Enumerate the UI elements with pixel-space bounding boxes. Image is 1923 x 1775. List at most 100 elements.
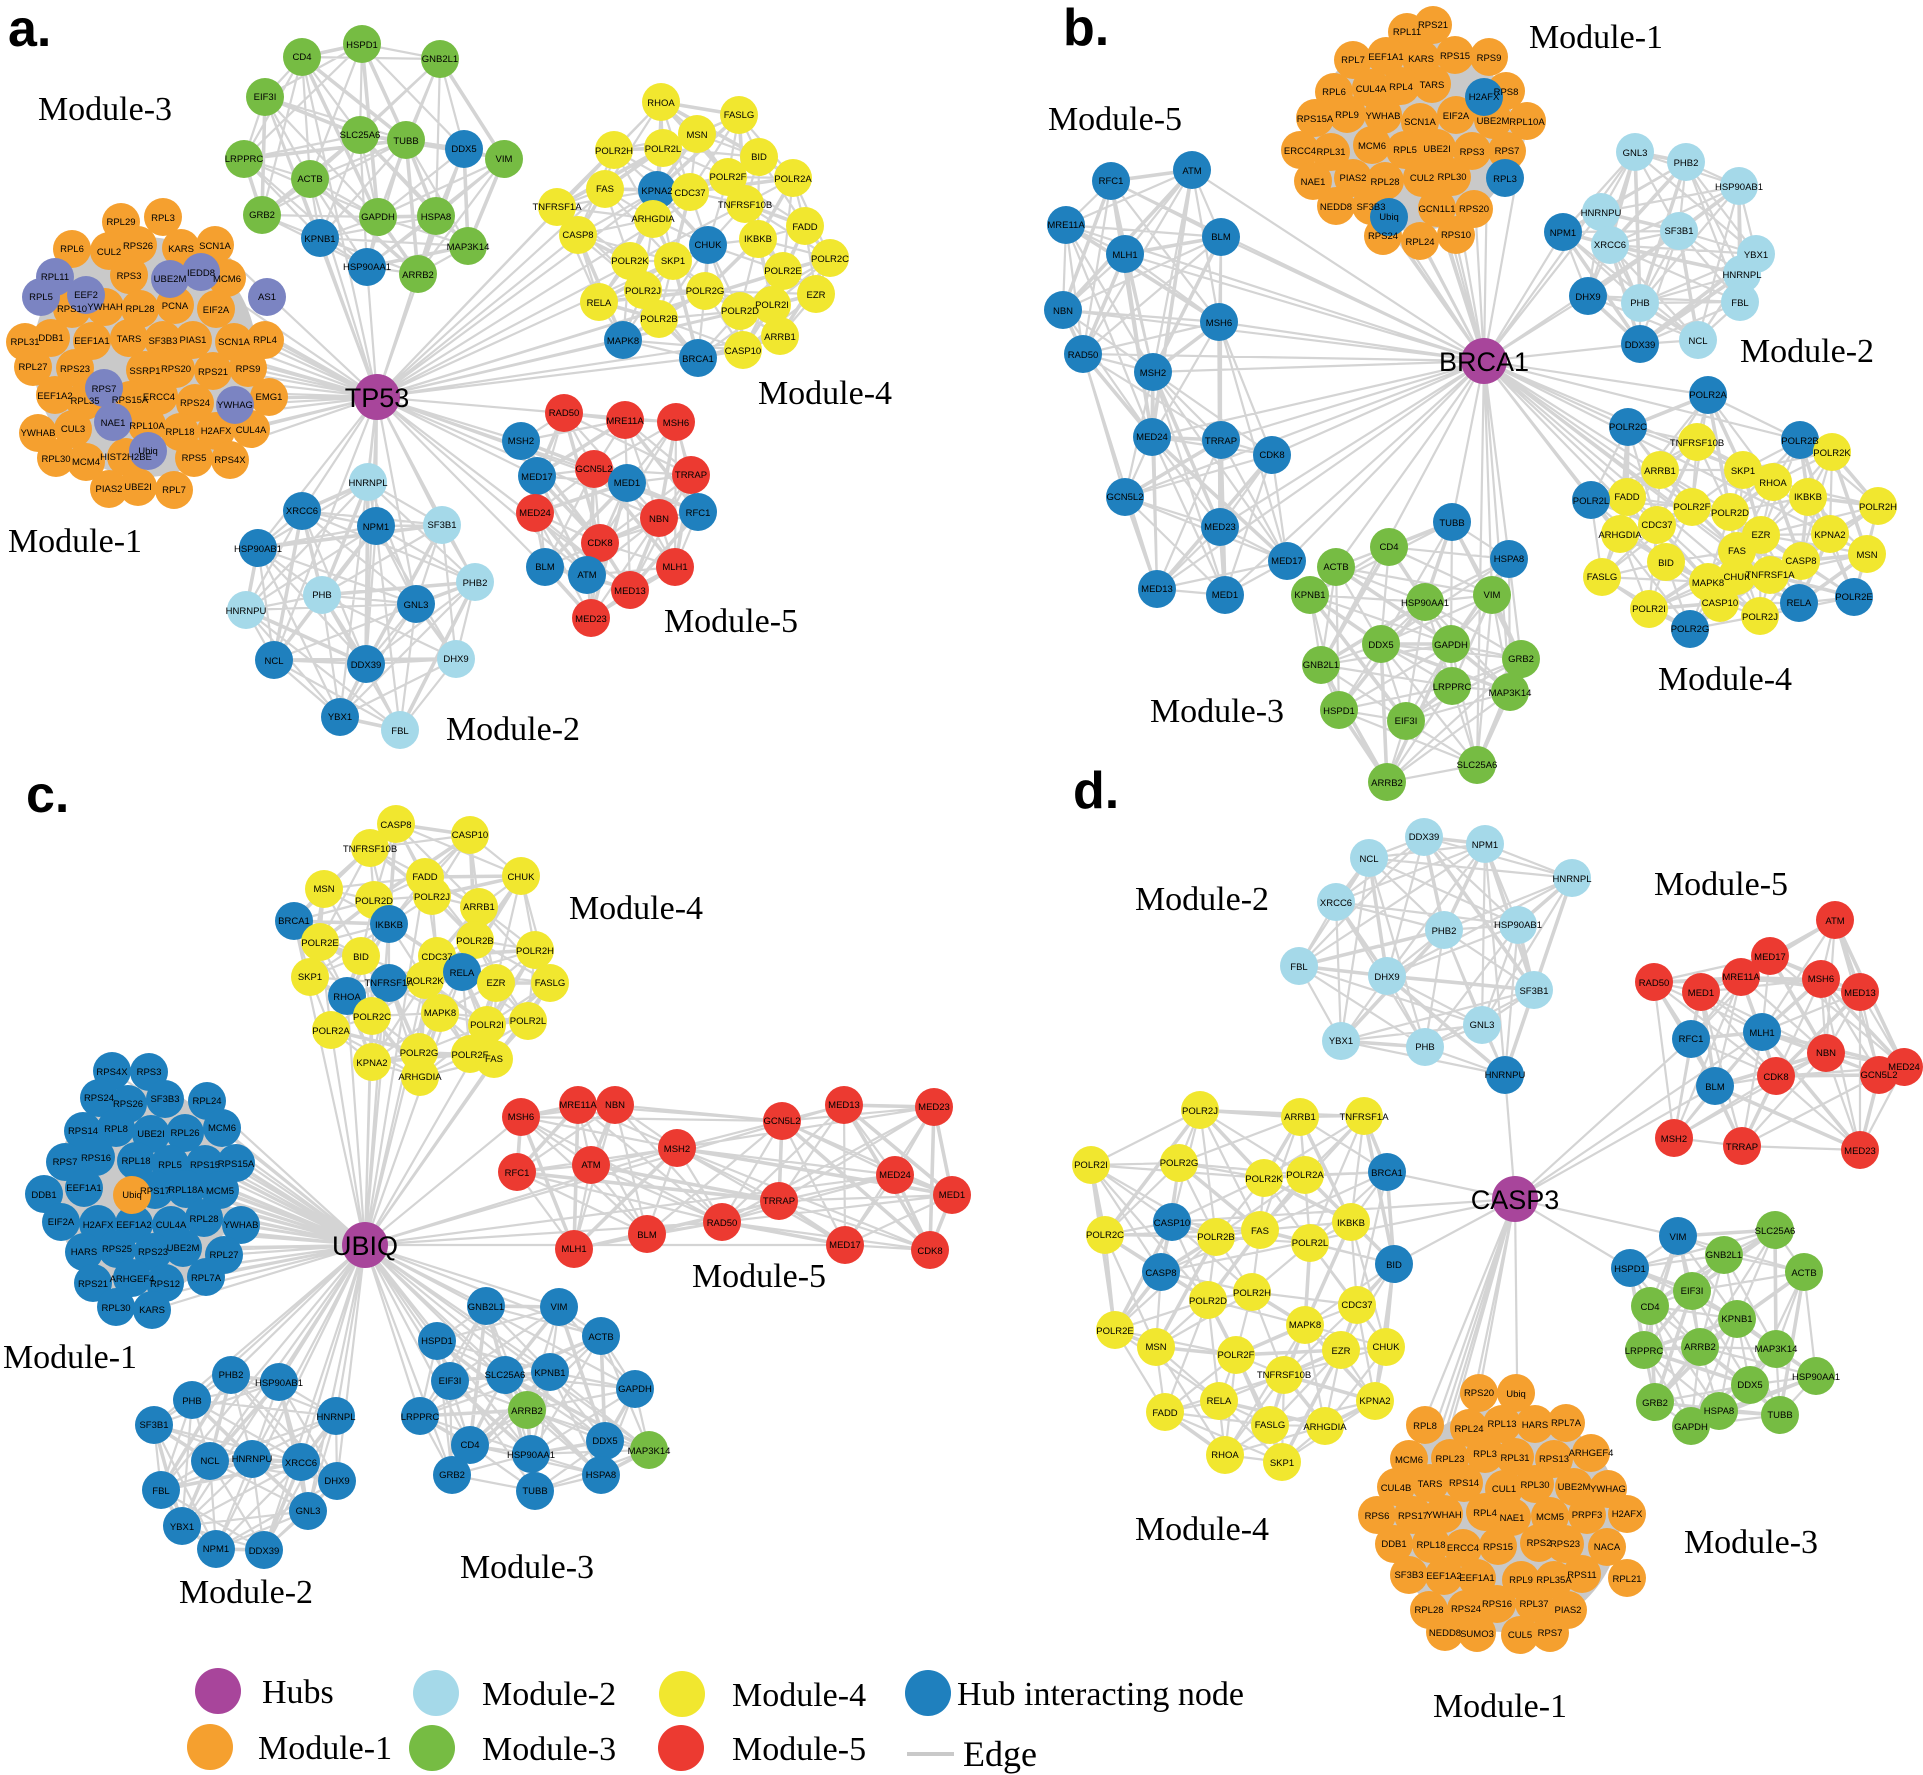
svg-text:UBE2M: UBE2M (154, 274, 187, 285)
svg-text:MED13: MED13 (1844, 988, 1876, 999)
svg-text:LRPPRC: LRPPRC (401, 1412, 440, 1423)
svg-text:ARHGDIA: ARHGDIA (1303, 1422, 1347, 1433)
svg-text:UBE2M: UBE2M (1477, 116, 1510, 127)
svg-text:MAPK8: MAPK8 (1289, 1320, 1321, 1331)
svg-text:KARS: KARS (168, 244, 194, 255)
svg-text:EEF1A2: EEF1A2 (116, 1220, 151, 1231)
svg-text:POLR2A: POLR2A (1286, 1170, 1324, 1181)
svg-text:CDC37: CDC37 (1341, 1300, 1372, 1311)
svg-text:TP53: TP53 (345, 383, 410, 413)
svg-text:MLH1: MLH1 (1749, 1028, 1774, 1039)
svg-text:MCM4: MCM4 (72, 457, 100, 468)
svg-text:Module-1: Module-1 (1529, 19, 1663, 56)
svg-text:RAD50: RAD50 (1639, 978, 1670, 989)
svg-text:FADD: FADD (412, 872, 437, 883)
svg-text:YWHAG: YWHAG (217, 400, 253, 411)
svg-text:MED1: MED1 (1212, 590, 1238, 601)
svg-text:RPL24: RPL24 (1405, 237, 1434, 248)
svg-text:DDX5: DDX5 (1368, 640, 1393, 651)
svg-text:FAS: FAS (1251, 1226, 1269, 1237)
svg-text:CASP10: CASP10 (452, 830, 488, 841)
svg-text:NBN: NBN (1816, 1048, 1836, 1059)
svg-text:RPL37: RPL37 (1519, 1599, 1548, 1610)
svg-text:POLR2H: POLR2H (595, 146, 633, 157)
svg-text:POLR2K: POLR2K (406, 976, 444, 987)
svg-text:TARS: TARS (117, 334, 142, 345)
svg-text:MSH6: MSH6 (663, 418, 689, 429)
svg-text:NACA: NACA (1594, 1542, 1621, 1553)
svg-text:MAP3K14: MAP3K14 (628, 1446, 671, 1457)
svg-text:CUL4A: CUL4A (1356, 84, 1387, 95)
svg-text:TNFRSF1A: TNFRSF1A (1745, 570, 1795, 581)
svg-text:POLR2L: POLR2L (1573, 496, 1609, 507)
svg-text:EIF3I: EIF3I (1681, 1286, 1704, 1297)
svg-text:NPM1: NPM1 (1550, 228, 1576, 239)
svg-text:RPL35A: RPL35A (1536, 1575, 1572, 1586)
svg-text:RPL5: RPL5 (1393, 145, 1417, 156)
svg-text:Module-4: Module-4 (1135, 1511, 1269, 1548)
svg-text:CASP10: CASP10 (1702, 598, 1738, 609)
svg-text:POLR2E: POLR2E (1096, 1326, 1134, 1337)
svg-text:FBL: FBL (1731, 298, 1748, 309)
svg-text:RPS7: RPS7 (1538, 1628, 1563, 1639)
svg-text:RPS4X: RPS4X (214, 455, 246, 466)
svg-text:RPL5: RPL5 (29, 292, 53, 303)
svg-text:SCN1A: SCN1A (218, 337, 250, 348)
svg-text:SLC25A6: SLC25A6 (485, 1370, 526, 1381)
svg-text:YWHAG: YWHAG (1590, 1484, 1626, 1495)
svg-text:RPS3: RPS3 (1460, 147, 1485, 158)
svg-text:CUL1: CUL1 (1492, 1484, 1516, 1495)
svg-text:KARS: KARS (139, 1305, 165, 1316)
svg-text:IKBKB: IKBKB (744, 234, 772, 245)
svg-text:DHX9: DHX9 (1374, 972, 1399, 983)
svg-text:PHB2: PHB2 (1674, 158, 1699, 169)
svg-text:FASLG: FASLG (535, 978, 566, 989)
svg-text:RPL11: RPL11 (1393, 27, 1421, 38)
svg-text:HSP90AA1: HSP90AA1 (1792, 1372, 1840, 1383)
svg-text:YWHAB: YWHAB (21, 428, 56, 439)
svg-text:MSH6: MSH6 (508, 1112, 534, 1123)
svg-text:POLR2E: POLR2E (1835, 592, 1873, 603)
svg-text:FASLG: FASLG (1255, 1420, 1286, 1431)
svg-text:SCN1A: SCN1A (1404, 117, 1436, 128)
svg-text:MED24: MED24 (519, 508, 551, 519)
svg-text:RPS14: RPS14 (1449, 1478, 1479, 1489)
svg-text:HNRNPU: HNRNPU (1485, 1070, 1526, 1081)
svg-text:GCN5L2: GCN5L2 (764, 1116, 801, 1127)
svg-text:RPL31: RPL31 (10, 337, 39, 348)
svg-text:POLR2D: POLR2D (721, 306, 759, 317)
svg-text:RPL7: RPL7 (162, 485, 186, 496)
svg-text:RPS3: RPS3 (137, 1067, 162, 1078)
svg-text:RELA: RELA (450, 968, 475, 979)
svg-text:SF3B1: SF3B1 (1519, 986, 1548, 997)
svg-text:CD4: CD4 (1379, 542, 1398, 553)
svg-text:ARRB1: ARRB1 (463, 902, 495, 913)
svg-text:NCL: NCL (200, 1456, 219, 1467)
svg-text:KPNA2: KPNA2 (356, 1058, 387, 1069)
svg-text:HSPD1: HSPD1 (421, 1336, 453, 1347)
svg-text:POLR2K: POLR2K (1245, 1174, 1283, 1185)
svg-text:RPL31: RPL31 (1316, 147, 1345, 158)
svg-text:GCN5L2: GCN5L2 (1107, 492, 1144, 503)
svg-text:RPS6: RPS6 (1365, 1511, 1390, 1522)
svg-text:Module-3: Module-3 (460, 1549, 594, 1586)
svg-text:PIAS2: PIAS2 (1340, 173, 1367, 184)
svg-text:CHUK: CHUK (695, 240, 723, 251)
svg-text:HNRNPL: HNRNPL (316, 1412, 355, 1423)
svg-text:POLR2L: POLR2L (645, 144, 681, 155)
svg-text:PIAS2: PIAS2 (96, 484, 123, 495)
svg-text:RPS9: RPS9 (236, 364, 261, 375)
svg-text:RPS24: RPS24 (1451, 1604, 1481, 1615)
svg-text:FADD: FADD (792, 222, 817, 233)
svg-text:VIM: VIM (496, 154, 513, 165)
svg-text:RPL4: RPL4 (1389, 82, 1413, 93)
svg-text:VIM: VIM (1670, 1232, 1687, 1243)
svg-text:Module-2: Module-2 (1135, 881, 1269, 918)
svg-text:POLR2J: POLR2J (1742, 612, 1778, 623)
svg-text:FAS: FAS (596, 184, 614, 195)
svg-text:PIAS1: PIAS1 (180, 335, 207, 346)
svg-text:EIF2A: EIF2A (48, 1217, 75, 1228)
svg-text:Edge: Edge (963, 1734, 1037, 1774)
svg-text:RPS5: RPS5 (182, 453, 207, 464)
svg-text:YBX1: YBX1 (1744, 250, 1768, 261)
